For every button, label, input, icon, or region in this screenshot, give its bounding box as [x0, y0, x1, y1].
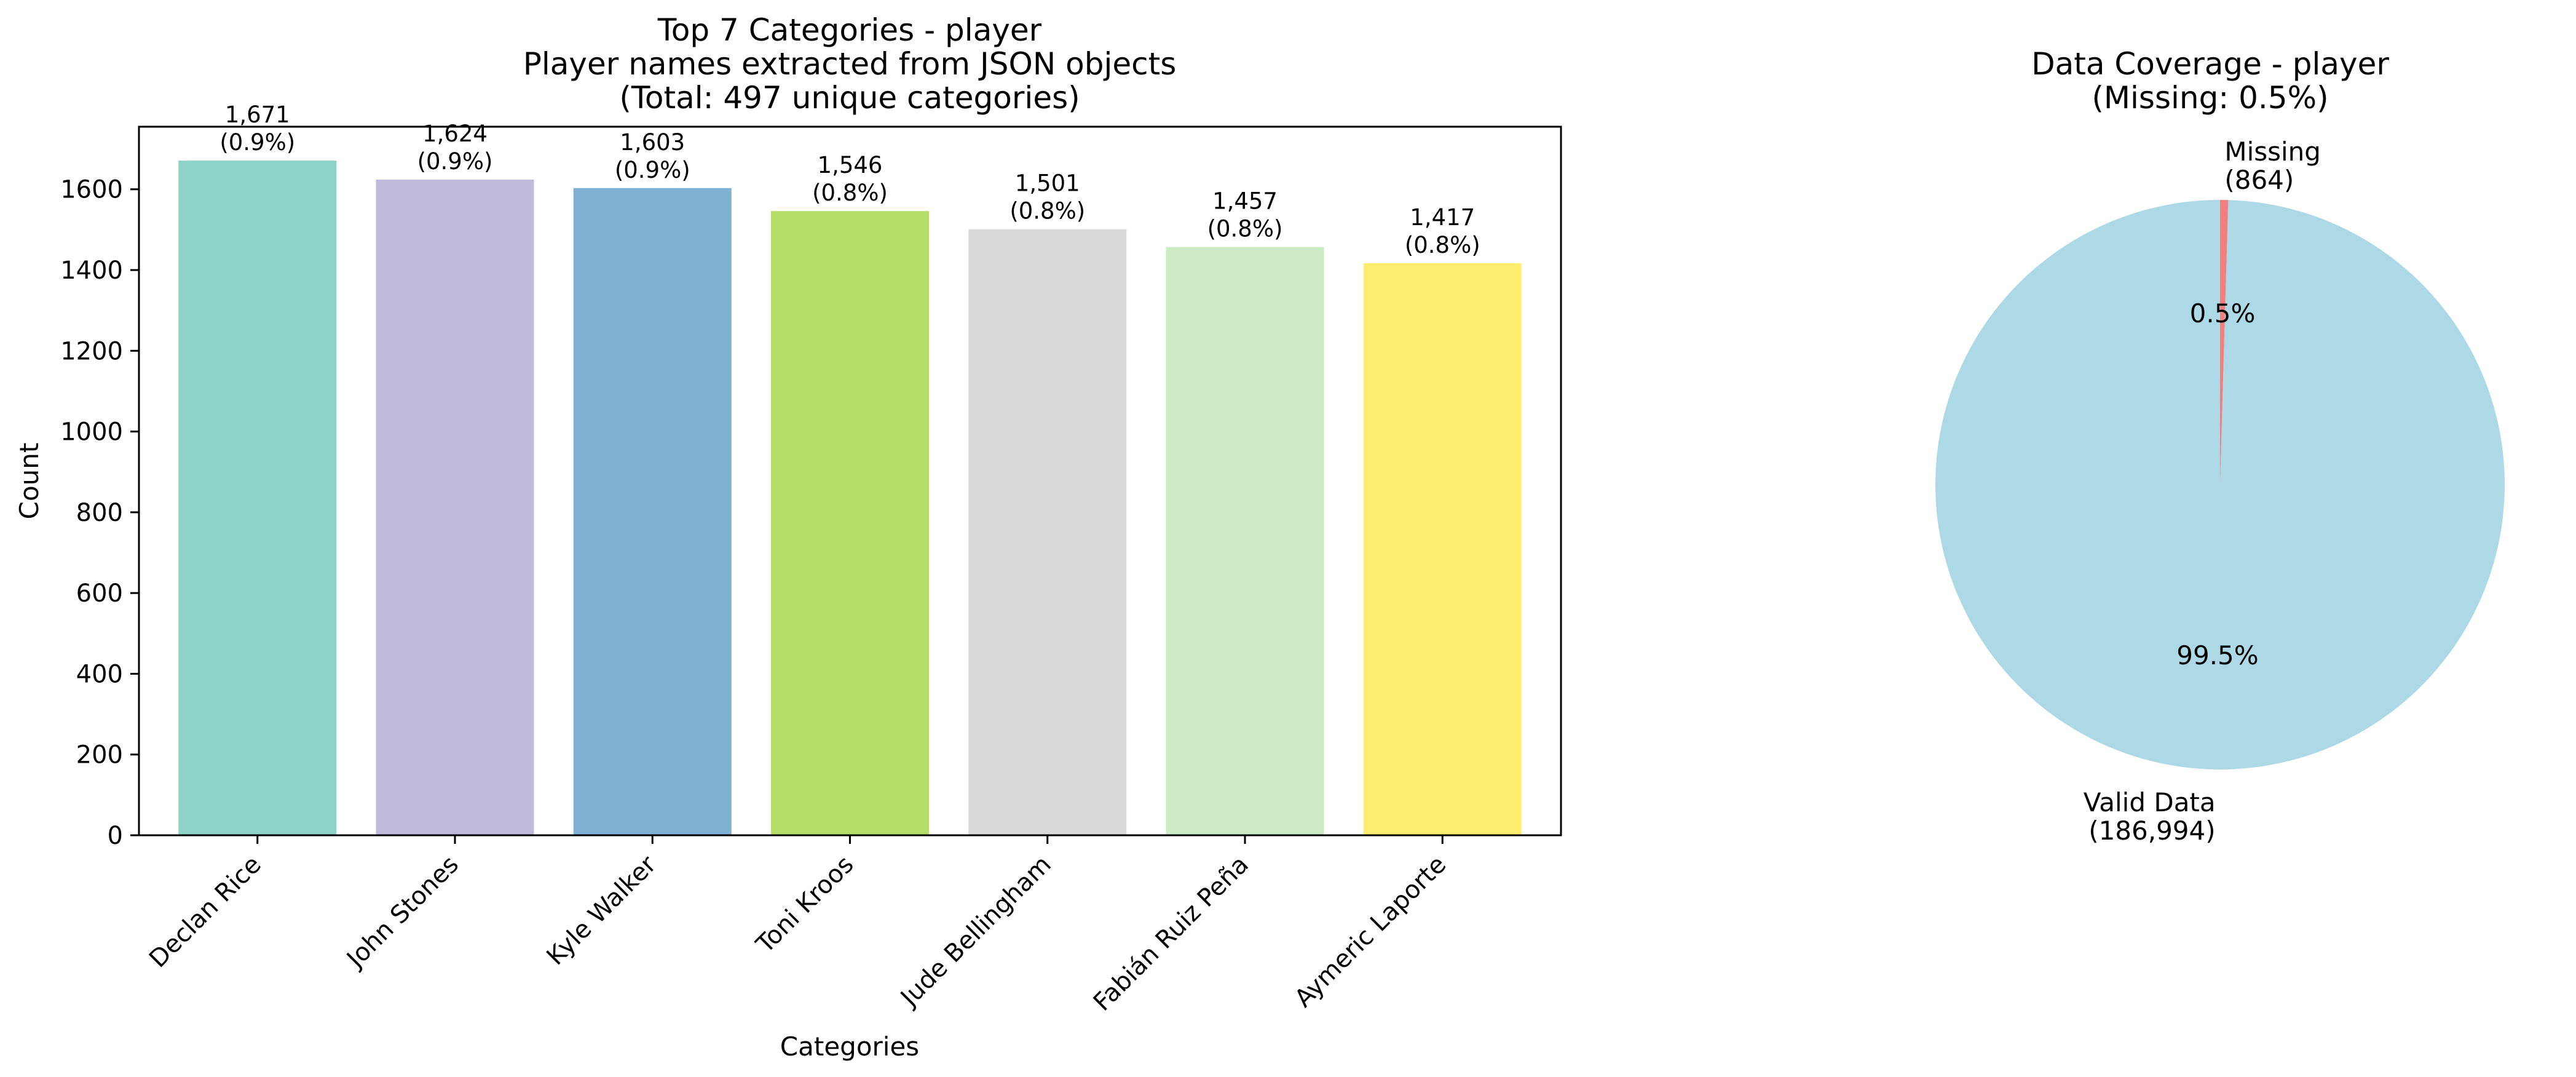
- x-axis-label: Categories: [780, 1031, 919, 1062]
- pie-slice: [1935, 200, 2505, 769]
- bar-chart-panel: Top 7 Categories - player Player names e…: [14, 12, 1562, 1062]
- y-tick-label: 1400: [60, 256, 123, 285]
- y-tick-label: 200: [76, 741, 123, 769]
- x-tick-label: Fabián Ruiz Peña: [1088, 851, 1254, 1017]
- y-tick-label: 400: [76, 660, 123, 688]
- pie-slice-count-label: (864): [2224, 165, 2294, 195]
- pie-slice: [2220, 200, 2229, 485]
- bar-percent-label: (0.8%): [1009, 198, 1085, 225]
- bar-percent-label: (0.9%): [615, 157, 690, 183]
- pie-slice-count-label: (186,994): [2088, 816, 2215, 846]
- bar: [1363, 263, 1522, 835]
- pie-chart-panel: Data Coverage - player (Missing: 0.5%) V…: [1935, 46, 2505, 846]
- y-tick-label: 800: [76, 499, 123, 527]
- y-tick-label: 1600: [60, 176, 123, 204]
- bar-percent-label: (0.8%): [1405, 232, 1480, 258]
- y-tick-label: 600: [76, 579, 123, 608]
- bar-percent-label: (0.9%): [417, 148, 493, 175]
- y-tick-label: 0: [108, 822, 123, 850]
- x-tick-label: Toni Kroos: [751, 851, 859, 960]
- y-axis-label: Count: [14, 443, 44, 520]
- bar-percent-label: (0.8%): [812, 180, 888, 206]
- bar-chart-title-line-3: (Total: 497 unique categories): [619, 80, 1080, 116]
- pie-slice-percent-label: 99.5%: [2176, 640, 2258, 670]
- pie-marks: Valid Data(186,994) 99.5% Missing(864) 0.5%: [1935, 137, 2505, 846]
- bar-value-label: 1,501: [1015, 170, 1080, 197]
- y-tick-label: 1200: [60, 337, 123, 365]
- bar: [771, 211, 929, 835]
- bar: [376, 179, 534, 835]
- pie-slice-name-label: Valid Data: [2084, 787, 2216, 817]
- bar-value-label: 1,603: [620, 129, 685, 156]
- bar: [573, 188, 732, 835]
- x-tick-label: Aymeric Laporte: [1289, 851, 1452, 1013]
- bar-chart-title-line-2: Player names extracted from JSON objects: [523, 46, 1177, 82]
- y-tick-label: 1000: [60, 418, 123, 447]
- pie-chart-title-line-1: Data Coverage - player: [2031, 46, 2389, 82]
- x-axis-ticks: Declan Rice John Stones Kyle Walker Toni Kr…: [144, 835, 1452, 1017]
- bar: [1166, 247, 1324, 836]
- bar-marks: 1,671(0.9%) 1,624(0.9%)1,603(0.9%) 1,546(0…: [178, 101, 1522, 836]
- bar-percent-label: (0.9%): [219, 129, 295, 156]
- pie-slice-percent-label: 0.5%: [2190, 298, 2256, 328]
- bar-value-label: 1,457: [1212, 188, 1278, 215]
- x-tick-label: Kyle Walker: [542, 850, 662, 971]
- bar-value-label: 1,546: [818, 152, 883, 178]
- bar-percent-label: (0.8%): [1207, 216, 1283, 242]
- bar-value-label: 1,624: [422, 121, 488, 147]
- x-tick-label: Declan Rice: [144, 851, 267, 974]
- bar: [968, 229, 1127, 835]
- bar-chart-title-line-1: Top 7 Categories - player: [657, 12, 1042, 48]
- bar: [178, 161, 337, 836]
- y-axis-ticks: 0 200 400 600 800 1000 1200 1400 1600: [60, 176, 139, 850]
- x-tick-label: John Stones: [341, 851, 465, 975]
- bar-value-label: 1,417: [1410, 204, 1475, 231]
- pie-slice-name-label: Missing: [2224, 137, 2321, 167]
- plot-frame: [138, 125, 1562, 837]
- bar-value-label: 1,671: [225, 101, 290, 128]
- pie-chart-title-line-2: (Missing: 0.5%): [2092, 80, 2328, 116]
- x-tick-label: Jude Bellingham: [894, 851, 1056, 1013]
